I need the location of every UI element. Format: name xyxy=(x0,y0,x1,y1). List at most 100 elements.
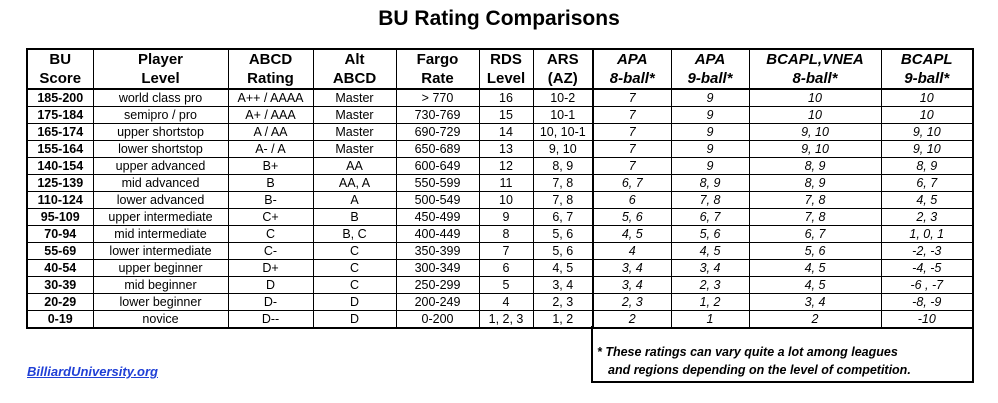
cell-apa-8ball: 7 xyxy=(592,123,671,141)
cell-bu-score: 155-164 xyxy=(26,140,93,158)
cell-fargo-rate: 450-499 xyxy=(395,208,479,226)
cell-player-level: upper intermediate xyxy=(92,208,228,226)
cell-abcd-rating: C- xyxy=(227,242,313,260)
cell-player-level: lower shortstop xyxy=(92,140,228,158)
cell-fargo-rate: 0-200 xyxy=(395,310,479,329)
cell-rds-level: 4 xyxy=(478,293,533,311)
cell-bu-score: 20-29 xyxy=(26,293,93,311)
rating-comparison-table: BU Player ABCD Alt Fargo RDS ARS APA APA… xyxy=(26,48,974,329)
header-bu-score-line2: Score xyxy=(26,69,93,90)
header-apa-9ball-line2: 9-ball* xyxy=(670,69,749,90)
cell-bcapl-vnea-8ball: 9, 10 xyxy=(748,140,881,158)
cell-ars-az: 4, 5 xyxy=(532,259,594,277)
cell-apa-9ball: 1 xyxy=(670,310,749,329)
cell-rds-level: 10 xyxy=(478,191,533,209)
header-alt-abcd-line2: ABCD xyxy=(312,69,396,90)
cell-bcapl-vnea-8ball: 3, 4 xyxy=(748,293,881,311)
cell-bcapl-vnea-8ball: 4, 5 xyxy=(748,276,881,294)
cell-bcapl-9ball: -6 , -7 xyxy=(880,276,974,294)
table-row: 70-94 mid intermediate C B, C 400-449 8 5, 6 4,… xyxy=(26,225,974,243)
cell-apa-8ball: 2 xyxy=(592,310,671,329)
cell-bcapl-vnea-8ball: 5, 6 xyxy=(748,242,881,260)
cell-rds-level: 11 xyxy=(478,174,533,192)
header-bcapl-vnea-8ball-line2: 8-ball* xyxy=(748,69,881,90)
footnote-line-1: * These ratings can vary quite a lot amo… xyxy=(597,345,898,359)
cell-rds-level: 14 xyxy=(478,123,533,141)
cell-alt-abcd: Master xyxy=(312,140,396,158)
cell-bcapl-9ball: 9, 10 xyxy=(880,140,974,158)
header-apa-8ball: APA xyxy=(592,48,671,69)
billiard-university-link[interactable]: BilliardUniversity.org xyxy=(27,364,158,379)
cell-alt-abcd: C xyxy=(312,242,396,260)
cell-alt-abcd: AA xyxy=(312,157,396,175)
table-row: 155-164 lower shortstop A- / A Master 650-68… xyxy=(26,140,974,158)
table-row: 125-139 mid advanced B AA, A 550-599 11 7, 8 6,… xyxy=(26,174,974,192)
cell-ars-az: 3, 4 xyxy=(532,276,594,294)
cell-apa-9ball: 9 xyxy=(670,123,749,141)
cell-bu-score: 185-200 xyxy=(26,89,93,107)
header-player-level-line2: Level xyxy=(92,69,228,90)
cell-apa-9ball: 8, 9 xyxy=(670,174,749,192)
table-body: 185-200 world class pro A++ / AAAA Master > … xyxy=(26,89,974,329)
cell-player-level: mid beginner xyxy=(92,276,228,294)
cell-bcapl-vnea-8ball: 8, 9 xyxy=(748,157,881,175)
cell-abcd-rating: A++ / AAAA xyxy=(227,89,313,107)
cell-player-level: lower intermediate xyxy=(92,242,228,260)
cell-ars-az: 8, 9 xyxy=(532,157,594,175)
cell-apa-9ball: 1, 2 xyxy=(670,293,749,311)
cell-rds-level: 12 xyxy=(478,157,533,175)
cell-player-level: upper advanced xyxy=(92,157,228,175)
cell-player-level: lower beginner xyxy=(92,293,228,311)
cell-ars-az: 9, 10 xyxy=(532,140,594,158)
cell-alt-abcd: C xyxy=(312,276,396,294)
cell-bcapl-9ball: -2, -3 xyxy=(880,242,974,260)
cell-rds-level: 15 xyxy=(478,106,533,124)
cell-abcd-rating: C+ xyxy=(227,208,313,226)
header-alt-abcd: Alt xyxy=(312,48,396,69)
table-row: 185-200 world class pro A++ / AAAA Master > … xyxy=(26,89,974,107)
cell-alt-abcd: D xyxy=(312,310,396,329)
cell-apa-9ball: 2, 3 xyxy=(670,276,749,294)
cell-bcapl-9ball: 10 xyxy=(880,106,974,124)
cell-apa-9ball: 9 xyxy=(670,140,749,158)
cell-bcapl-vnea-8ball: 6, 7 xyxy=(748,225,881,243)
cell-abcd-rating: D- xyxy=(227,293,313,311)
header-fargo-rate-line2: Rate xyxy=(395,69,479,90)
cell-abcd-rating: B- xyxy=(227,191,313,209)
cell-apa-8ball: 7 xyxy=(592,140,671,158)
cell-bu-score: 40-54 xyxy=(26,259,93,277)
header-fargo-rate: Fargo xyxy=(395,48,479,69)
header-bcapl-9ball-line2: 9-ball* xyxy=(880,69,974,90)
cell-fargo-rate: 300-349 xyxy=(395,259,479,277)
cell-apa-8ball: 7 xyxy=(592,89,671,107)
cell-ars-az: 7, 8 xyxy=(532,174,594,192)
cell-fargo-rate: 250-299 xyxy=(395,276,479,294)
cell-rds-level: 7 xyxy=(478,242,533,260)
cell-fargo-rate: 550-599 xyxy=(395,174,479,192)
cell-fargo-rate: 650-689 xyxy=(395,140,479,158)
cell-bcapl-9ball: 9, 10 xyxy=(880,123,974,141)
cell-apa-9ball: 3, 4 xyxy=(670,259,749,277)
cell-bu-score: 70-94 xyxy=(26,225,93,243)
cell-bcapl-9ball: 4, 5 xyxy=(880,191,974,209)
cell-alt-abcd: Master xyxy=(312,123,396,141)
cell-player-level: mid intermediate xyxy=(92,225,228,243)
cell-ars-az: 7, 8 xyxy=(532,191,594,209)
cell-ars-az: 1, 2 xyxy=(532,310,594,329)
header-ars-line2: (AZ) xyxy=(532,69,594,90)
header-apa-9ball: APA xyxy=(670,48,749,69)
cell-bcapl-vnea-8ball: 7, 8 xyxy=(748,208,881,226)
cell-bu-score: 110-124 xyxy=(26,191,93,209)
cell-abcd-rating: D+ xyxy=(227,259,313,277)
cell-abcd-rating: B xyxy=(227,174,313,192)
cell-bu-score: 125-139 xyxy=(26,174,93,192)
cell-fargo-rate: 600-649 xyxy=(395,157,479,175)
cell-abcd-rating: D xyxy=(227,276,313,294)
cell-ars-az: 5, 6 xyxy=(532,225,594,243)
cell-alt-abcd: Master xyxy=(312,89,396,107)
cell-fargo-rate: 690-729 xyxy=(395,123,479,141)
cell-ars-az: 2, 3 xyxy=(532,293,594,311)
table-row: 20-29 lower beginner D- D 200-249 4 2, 3 2, 3 1,… xyxy=(26,293,974,311)
cell-ars-az: 10-2 xyxy=(532,89,594,107)
